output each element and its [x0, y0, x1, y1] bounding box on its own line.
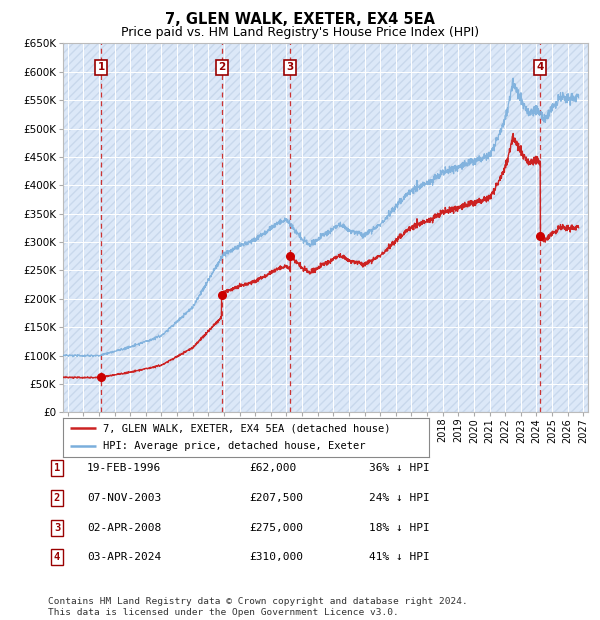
- Text: 7, GLEN WALK, EXETER, EX4 5EA: 7, GLEN WALK, EXETER, EX4 5EA: [165, 12, 435, 27]
- Text: 3: 3: [287, 63, 294, 73]
- Text: £62,000: £62,000: [249, 463, 296, 473]
- Text: 2: 2: [218, 63, 225, 73]
- Text: 18% ↓ HPI: 18% ↓ HPI: [369, 523, 430, 533]
- Text: 02-APR-2008: 02-APR-2008: [87, 523, 161, 533]
- Text: £310,000: £310,000: [249, 552, 303, 562]
- Text: 19-FEB-1996: 19-FEB-1996: [87, 463, 161, 473]
- Text: 36% ↓ HPI: 36% ↓ HPI: [369, 463, 430, 473]
- Text: Price paid vs. HM Land Registry's House Price Index (HPI): Price paid vs. HM Land Registry's House …: [121, 26, 479, 39]
- Text: 3: 3: [54, 523, 60, 533]
- Text: £207,500: £207,500: [249, 493, 303, 503]
- Text: 2: 2: [54, 493, 60, 503]
- Text: 1: 1: [97, 63, 104, 73]
- Text: 7, GLEN WALK, EXETER, EX4 5EA (detached house): 7, GLEN WALK, EXETER, EX4 5EA (detached …: [103, 423, 391, 433]
- Text: 4: 4: [54, 552, 60, 562]
- Text: 1: 1: [54, 463, 60, 473]
- Text: 41% ↓ HPI: 41% ↓ HPI: [369, 552, 430, 562]
- Text: HPI: Average price, detached house, Exeter: HPI: Average price, detached house, Exet…: [103, 441, 366, 451]
- Text: 24% ↓ HPI: 24% ↓ HPI: [369, 493, 430, 503]
- Text: 03-APR-2024: 03-APR-2024: [87, 552, 161, 562]
- Text: £275,000: £275,000: [249, 523, 303, 533]
- Text: 4: 4: [536, 63, 544, 73]
- Text: Contains HM Land Registry data © Crown copyright and database right 2024.
This d: Contains HM Land Registry data © Crown c…: [48, 598, 468, 617]
- Text: 07-NOV-2003: 07-NOV-2003: [87, 493, 161, 503]
